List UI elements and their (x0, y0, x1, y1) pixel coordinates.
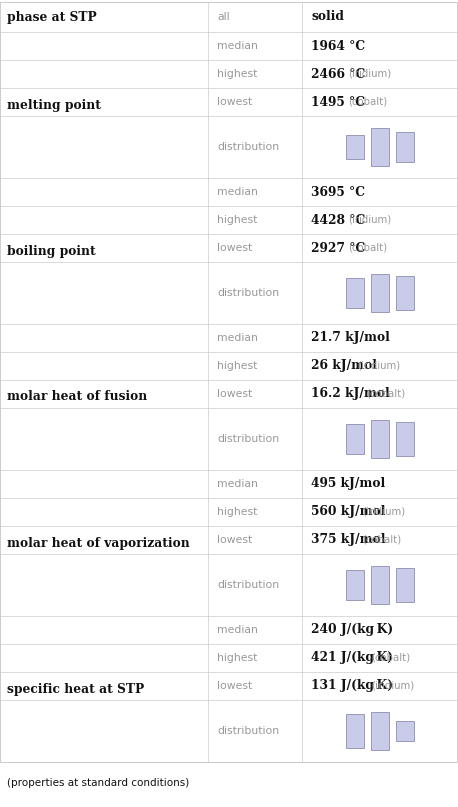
Text: distribution: distribution (218, 580, 279, 590)
Text: (iridium): (iridium) (357, 361, 401, 371)
Text: 21.7 kJ/mol: 21.7 kJ/mol (311, 332, 390, 345)
Bar (346, 714, 364, 748)
Text: molar heat of fusion: molar heat of fusion (7, 391, 147, 404)
Text: (iridium): (iridium) (349, 69, 392, 79)
Text: 3695 °C: 3695 °C (311, 186, 365, 199)
Text: all: all (218, 12, 230, 22)
Bar (346, 424, 364, 454)
Text: 16.2 kJ/mol: 16.2 kJ/mol (311, 387, 390, 400)
Text: lowest: lowest (218, 535, 253, 545)
Bar (396, 132, 414, 161)
Text: specific heat at STP: specific heat at STP (7, 683, 144, 696)
Text: 2466 °C: 2466 °C (311, 68, 365, 81)
Text: (cobalt): (cobalt) (371, 653, 410, 663)
Text: highest: highest (218, 215, 258, 225)
Text: melting point: melting point (7, 98, 101, 111)
Text: (properties at standard conditions): (properties at standard conditions) (7, 778, 189, 788)
Bar (346, 135, 364, 159)
Text: 240 J/(kg K): 240 J/(kg K) (311, 624, 393, 637)
Text: distribution: distribution (218, 434, 279, 444)
Text: 131 J/(kg K): 131 J/(kg K) (311, 679, 393, 692)
Text: lowest: lowest (218, 97, 253, 107)
Text: highest: highest (218, 653, 258, 663)
Text: median: median (218, 187, 258, 197)
Text: (iridium): (iridium) (349, 215, 392, 225)
Bar (396, 276, 414, 310)
Bar (396, 422, 414, 456)
Text: boiling point: boiling point (7, 245, 96, 257)
Text: lowest: lowest (218, 681, 253, 691)
Text: solid: solid (311, 10, 344, 23)
Bar (371, 712, 389, 750)
Text: median: median (218, 41, 258, 51)
Text: distribution: distribution (218, 142, 279, 152)
Text: (cobalt): (cobalt) (349, 97, 387, 107)
Text: 1964 °C: 1964 °C (311, 40, 365, 52)
Text: 1495 °C: 1495 °C (311, 95, 365, 108)
Bar (346, 571, 364, 600)
Bar (346, 278, 364, 307)
Bar (396, 568, 414, 602)
Text: 421 J/(kg K): 421 J/(kg K) (311, 651, 393, 664)
Text: lowest: lowest (218, 389, 253, 399)
Text: highest: highest (218, 361, 258, 371)
Text: (iridium): (iridium) (362, 507, 405, 517)
Text: highest: highest (218, 507, 258, 517)
Text: lowest: lowest (218, 243, 253, 253)
Text: 375 kJ/mol: 375 kJ/mol (311, 533, 386, 546)
Text: median: median (218, 333, 258, 343)
Bar (371, 274, 389, 312)
Text: (cobalt): (cobalt) (362, 535, 401, 545)
Text: (cobalt): (cobalt) (349, 243, 387, 253)
Bar (371, 566, 389, 604)
Text: distribution: distribution (218, 726, 279, 736)
Text: median: median (218, 625, 258, 635)
Text: 4428 °C: 4428 °C (311, 214, 365, 227)
Text: 495 kJ/mol: 495 kJ/mol (311, 478, 386, 491)
Text: phase at STP: phase at STP (7, 10, 97, 23)
Text: 560 kJ/mol: 560 kJ/mol (311, 505, 386, 519)
Bar (371, 420, 389, 458)
Text: (iridium): (iridium) (371, 681, 414, 691)
Bar (396, 721, 414, 741)
Text: median: median (218, 479, 258, 489)
Text: (cobalt): (cobalt) (366, 389, 406, 399)
Text: molar heat of vaporization: molar heat of vaporization (7, 537, 190, 550)
Text: distribution: distribution (218, 288, 279, 298)
Bar (371, 128, 389, 166)
Text: highest: highest (218, 69, 258, 79)
Text: 26 kJ/mol: 26 kJ/mol (311, 359, 377, 373)
Text: 2927 °C: 2927 °C (311, 241, 365, 254)
